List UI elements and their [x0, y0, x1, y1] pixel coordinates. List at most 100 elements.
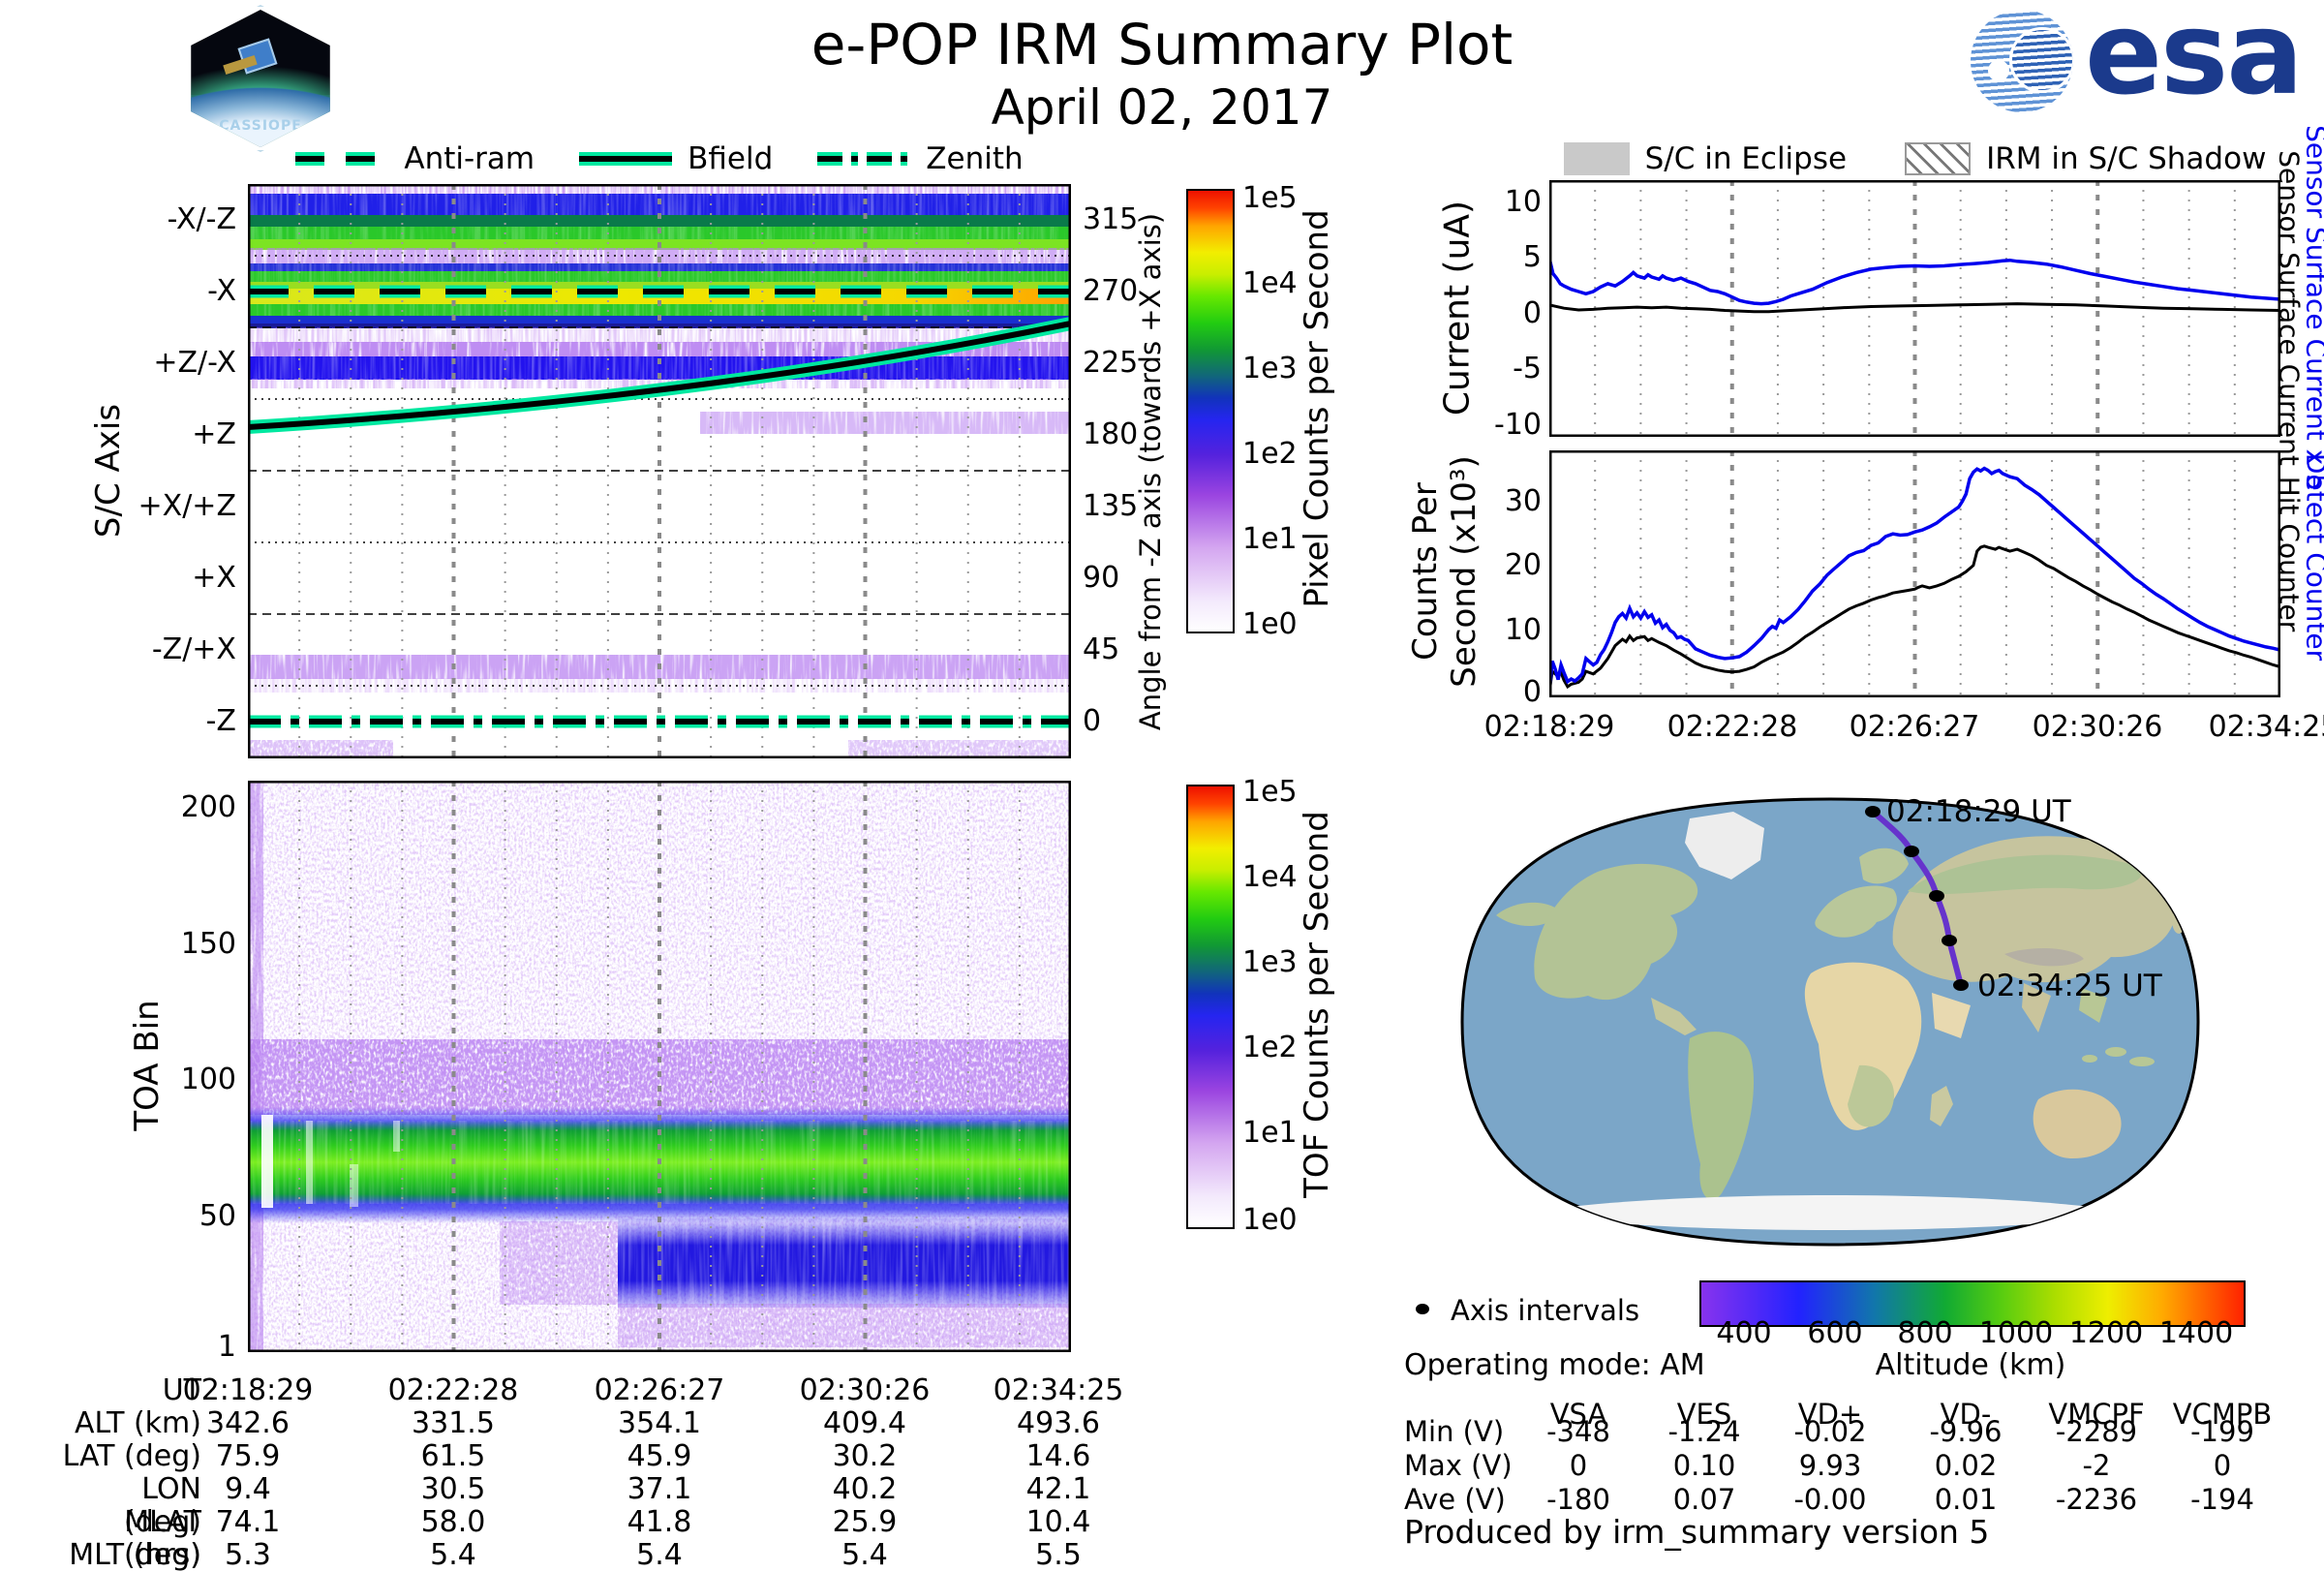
tof-cb-tick: 1e1 [1242, 1117, 1298, 1150]
sp1-ytick: -X [110, 275, 236, 308]
world-map: 02:18:29 UT 02:34:25 UT [1404, 775, 2256, 1269]
eclipse-legend: S/C in Eclipse IRM in S/C Shadow [1549, 138, 2280, 180]
esa-globe-e [2009, 27, 2073, 93]
pixel-cb-tick: 1e2 [1242, 438, 1298, 471]
voltage-row-label: Ave (V) [1404, 1483, 1506, 1516]
cassiope-logo-art: CASSIOPE [185, 10, 336, 147]
ephemeris-value: 02:34:25 [942, 1374, 1175, 1407]
sp1-right-tick: 315 [1083, 203, 1138, 236]
altitude-colorbar-label: Altitude (km) [1777, 1348, 2164, 1382]
ephemeris-value: 74.1 [132, 1506, 364, 1539]
ephemeris-value: 331.5 [337, 1407, 569, 1440]
sp1-right-tick: 135 [1083, 490, 1138, 523]
page-date: April 02, 2017 [678, 79, 1646, 136]
ephemeris-value: 5.4 [337, 1539, 569, 1572]
operating-mode: Operating mode: AM [1404, 1348, 1705, 1382]
sp1-right-label: Angle from -Z axis (towards +X axis) [1134, 213, 1167, 730]
cur-ytick: 0 [1416, 297, 1542, 330]
cnt-ytick: 20 [1416, 549, 1542, 582]
cur-ytick: 10 [1416, 186, 1542, 219]
esa-logo: esa [1971, 8, 2309, 116]
sp1-right-tick: 0 [1083, 705, 1101, 738]
pixel-cb-tick: 1e5 [1242, 182, 1298, 215]
legend-anti-ram: Anti-ram [295, 141, 535, 176]
ephemeris-value: 75.9 [132, 1440, 364, 1473]
esa-wordmark: esa [2085, 0, 2302, 120]
sp1-right-tick: 225 [1083, 347, 1138, 380]
bfield-line-icon [579, 150, 672, 168]
tof-colorbar [1186, 785, 1235, 1229]
legend-zenith: Zenith [817, 141, 1023, 176]
sp1-right-tick: 270 [1083, 275, 1138, 308]
time-tick: 02:34:25 [2167, 711, 2324, 744]
ephemeris-value: 354.1 [543, 1407, 776, 1440]
cur-right-label-black: Sensor Surface Current [2274, 150, 2306, 466]
voltage-value: -199 [2140, 1415, 2305, 1448]
sp1-ytick: +Z [110, 418, 236, 451]
cur-ytick: -5 [1416, 353, 1542, 385]
current-plot [1549, 180, 2280, 437]
tof-cb-tick: 1e2 [1242, 1032, 1298, 1064]
sp1-ytick: +Z/-X [110, 347, 236, 380]
voltage-value: -194 [2140, 1483, 2305, 1516]
legend-eclipse: S/C in Eclipse [1564, 141, 1848, 176]
ephemeris-value: 02:22:28 [337, 1374, 569, 1407]
tof-cb-tick: 1e0 [1242, 1204, 1298, 1237]
sp2-ytick: 150 [110, 928, 236, 961]
ephemeris-value: 61.5 [337, 1440, 569, 1473]
time-tick: 02:22:28 [1626, 711, 1839, 744]
sp1-ytick: +X/+Z [110, 490, 236, 523]
pixel-cb-tick: 1e0 [1242, 608, 1298, 641]
voltage-value: 0 [2140, 1449, 2305, 1482]
ephemeris-value: 02:26:27 [543, 1374, 776, 1407]
sp1-ytick: -Z [110, 705, 236, 738]
legend-bfield-label: Bfield [688, 141, 773, 176]
cassiope-logo: CASSIOPE [179, 5, 342, 152]
axis-intervals-dot-icon [1416, 1304, 1429, 1314]
ephemeris-value: 58.0 [337, 1506, 569, 1539]
sp1-ytick: +X [110, 562, 236, 595]
pixel-cb-tick: 1e4 [1242, 267, 1298, 300]
tof-spectrogram [248, 781, 1071, 1352]
ephemeris-value: 5.4 [543, 1539, 776, 1572]
cnt-right-label-black: Hit Counter [2274, 477, 2306, 632]
ephemeris-value: 14.6 [942, 1440, 1175, 1473]
ephemeris-value: 5.3 [132, 1539, 364, 1572]
sp2-ytick: 50 [110, 1200, 236, 1233]
ephemeris-value: 342.6 [132, 1407, 364, 1440]
ephemeris-value: 10.4 [942, 1506, 1175, 1539]
track-start-label: 02:18:29 UT [1886, 794, 2072, 829]
sp2-ytick: 100 [110, 1063, 236, 1096]
legend-bfield: Bfield [579, 141, 773, 176]
sc-axis-spectrogram [248, 184, 1071, 758]
counts-plot [1549, 450, 2280, 697]
ephemeris-value: 45.9 [543, 1440, 776, 1473]
legend-eclipse-label: S/C in Eclipse [1645, 141, 1848, 176]
shadow-swatch-icon [1905, 142, 1971, 175]
esa-globe-icon [1971, 10, 2073, 112]
time-tick: 02:18:29 [1443, 711, 1656, 744]
ephemeris-value: 02:18:29 [132, 1374, 364, 1407]
zenith-line-icon [817, 150, 910, 168]
eclipse-swatch-icon [1564, 142, 1630, 175]
tof-cb-tick: 1e3 [1242, 946, 1298, 979]
esa-globe-dot [1988, 60, 2009, 81]
footer-text: Produced by irm_summary version 5 [1404, 1513, 1989, 1551]
cur-ytick: -10 [1416, 409, 1542, 442]
sp1-right-tick: 90 [1083, 562, 1119, 595]
ephemeris-value: 37.1 [543, 1473, 776, 1506]
cnt-ytick: 10 [1416, 614, 1542, 647]
ephemeris-value: 41.8 [543, 1506, 776, 1539]
cnt-ytick: 0 [1416, 676, 1542, 709]
sp2-ytick: 200 [110, 791, 236, 824]
sc-axis-legend: Anti-ram Bfield Zenith [248, 138, 1071, 180]
tof-colorbar-label: TOF Counts per Second [1298, 811, 1336, 1198]
voltage-row-label: Min (V) [1404, 1415, 1504, 1448]
pixel-cb-tick: 1e3 [1242, 353, 1298, 385]
alt-tick: 1400 [2090, 1317, 2303, 1350]
sp1-ytick: -X/-Z [110, 203, 236, 236]
cnt-ytick: 30 [1416, 485, 1542, 518]
ephemeris-value: 30.5 [337, 1473, 569, 1506]
sp2-ytick: 1 [110, 1331, 236, 1364]
ephemeris-value: 9.4 [132, 1473, 364, 1506]
